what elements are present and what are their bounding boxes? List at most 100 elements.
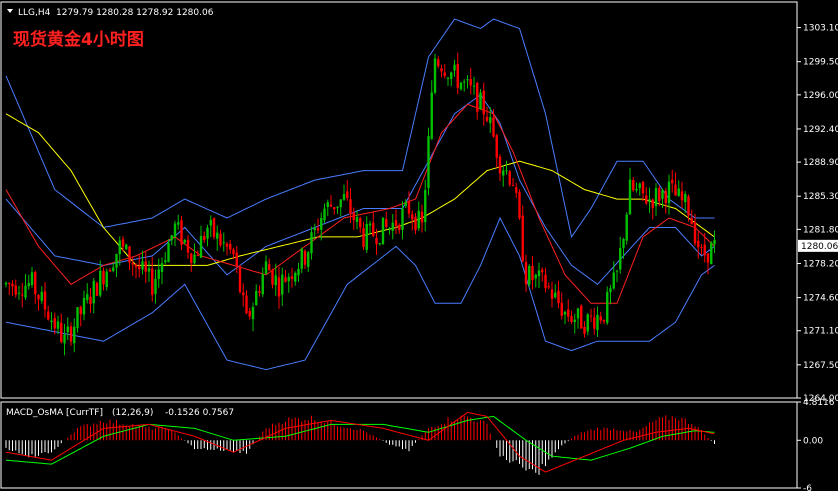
candle-body — [300, 248, 303, 269]
candle-body — [287, 276, 290, 282]
candle-body — [8, 283, 11, 285]
candle-body — [79, 306, 82, 315]
candle-body — [277, 277, 281, 297]
candle-body — [450, 72, 453, 79]
candle-body — [336, 206, 339, 208]
candle-body — [641, 181, 645, 194]
candle-body — [86, 294, 89, 301]
candle-body — [56, 321, 60, 329]
candle-body — [632, 180, 635, 191]
macd-header: MACD_OsMA [CurrTF] (12,26,9) -0.1526 0.7… — [6, 408, 234, 418]
candle-body — [4, 282, 8, 285]
candle-body — [206, 227, 209, 239]
candle-body — [290, 276, 294, 279]
candle-body — [508, 171, 511, 185]
candle-body — [121, 239, 125, 247]
price-axis: 1303.10 1299.50 1296.00 1292.40 1288.90 1285.… — [797, 24, 838, 404]
candle-body — [547, 286, 550, 288]
candle-body — [157, 269, 160, 279]
candle-body — [339, 199, 342, 207]
candle-body — [76, 307, 79, 329]
osma-histogram — [5, 415, 715, 475]
candle-body — [349, 199, 352, 215]
candle-body — [281, 274, 284, 295]
candle-body — [17, 292, 21, 294]
menu-triangle-icon[interactable] — [7, 9, 13, 13]
candle-body — [528, 266, 531, 285]
candle-body — [294, 272, 297, 282]
candle-body — [420, 211, 424, 223]
candle-body — [440, 68, 443, 72]
candle-body — [170, 235, 173, 241]
candle-body — [147, 268, 151, 272]
price-tick-label: 1267.50 — [803, 361, 838, 371]
candle-body — [24, 285, 27, 298]
candle-body — [635, 188, 638, 191]
candle-body — [248, 311, 251, 317]
bollinger-middle-line — [5, 94, 715, 285]
candle-body — [216, 232, 219, 239]
candle-body — [108, 269, 112, 272]
candle-body — [60, 322, 63, 342]
candle-body — [323, 208, 326, 221]
candle-body — [186, 240, 190, 253]
candle-body — [534, 274, 537, 279]
candle-body — [606, 291, 609, 323]
candle-body — [320, 218, 323, 230]
candle-body — [651, 199, 654, 209]
chart-header: LLG,H4 1279.79 1280.28 1278.92 1280.06 — [7, 8, 214, 18]
candle-body — [667, 181, 671, 204]
candle-body — [645, 195, 648, 204]
candle-body — [398, 224, 401, 230]
candle-body — [463, 81, 466, 83]
candle-body — [238, 265, 242, 292]
moving-averages — [5, 103, 715, 304]
candle-body — [271, 269, 274, 285]
ma-slow-line — [5, 113, 715, 266]
candle-body — [674, 184, 677, 196]
candle-body — [563, 311, 567, 315]
candle-body — [47, 311, 50, 320]
candle-body — [394, 220, 398, 226]
candle-body — [580, 305, 583, 329]
candle-body — [154, 278, 157, 294]
candle-body — [82, 297, 86, 315]
macd-tick-label: 0.00 — [803, 436, 823, 446]
candle-body — [690, 218, 693, 225]
candle-body — [92, 280, 95, 304]
candle-body — [664, 190, 667, 204]
candle-body — [505, 170, 508, 172]
candle-body — [638, 183, 641, 189]
price-tick-label: 1274.60 — [803, 294, 838, 304]
candle-body — [128, 246, 131, 263]
bollinger-upper-line — [5, 18, 715, 239]
price-tick-label: 1296.00 — [803, 91, 838, 101]
candle-body — [264, 261, 268, 274]
candle-body — [21, 294, 24, 296]
candle-body — [554, 292, 557, 298]
candle-body — [521, 215, 524, 262]
last-price-box — [798, 239, 838, 252]
candle-body — [622, 239, 625, 248]
candle-body — [232, 249, 235, 255]
candle-body — [684, 193, 687, 203]
candle-body — [242, 292, 245, 296]
candle-body — [612, 272, 615, 289]
price-tick-label: 1281.80 — [803, 225, 838, 235]
macd-main-line — [5, 411, 715, 473]
candle-body — [235, 252, 238, 267]
candle-body — [333, 207, 336, 210]
candle-body — [417, 210, 420, 229]
candle-body — [222, 242, 225, 244]
candle-body — [472, 85, 476, 87]
candle-body — [199, 236, 203, 258]
price-tick-label: 1278.20 — [803, 259, 838, 269]
candle-body — [544, 274, 547, 289]
candle-body — [134, 264, 138, 268]
candle-body — [515, 187, 518, 193]
macd-axis: 4.8116 0.00 -6 — [797, 398, 835, 491]
symbol-label: LLG,H4 — [18, 8, 51, 18]
candle-body — [203, 235, 206, 241]
candle-body — [476, 82, 479, 112]
